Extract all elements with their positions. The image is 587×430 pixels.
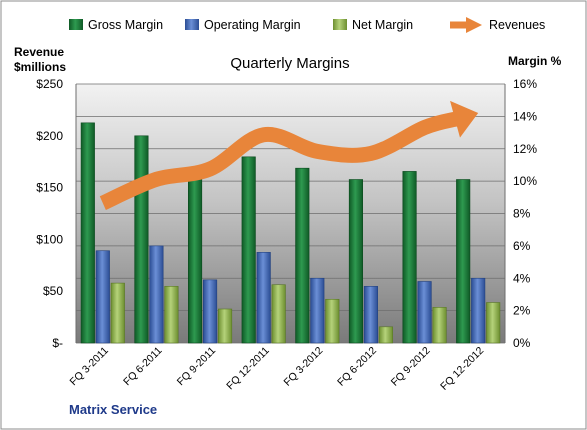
bar-gross-margin-fq-9-2011 [188, 169, 203, 344]
legend-swatch-operating-margin [185, 19, 199, 30]
bar-operating-margin-fq-3-2011 [95, 250, 110, 344]
left-tick-label: $100 [36, 232, 63, 246]
bar-operating-margin-fq-12-2012 [471, 277, 486, 344]
right-tick-label: 0% [513, 336, 531, 350]
bar-operating-margin-fq-6-2012 [363, 286, 378, 344]
left-tick-label: $250 [36, 77, 63, 91]
bar-net-margin-fq-9-2012 [432, 307, 447, 344]
bar-operating-margin-fq-9-2011 [203, 279, 218, 344]
chart-title: Quarterly Margins [230, 55, 349, 72]
right-tick-label: 16% [513, 77, 537, 91]
bar-operating-margin-fq-3-2012 [310, 277, 325, 344]
legend-swatch-gross-margin [69, 19, 83, 30]
legend-item-gross-margin: Gross Margin [69, 18, 163, 32]
legend-label-net-margin: Net Margin [352, 18, 413, 32]
bar-net-margin-fq-12-2011 [271, 284, 286, 344]
right-tick-label: 10% [513, 174, 537, 188]
legend-item-net-margin: Net Margin [333, 18, 413, 32]
bar-gross-margin-fq-6-2012 [348, 179, 363, 344]
bar-net-margin-fq-6-2011 [164, 286, 179, 344]
legend: Gross Margin Operating Margin Net Margin… [69, 17, 545, 33]
legend-item-revenues: Revenues [450, 17, 545, 33]
right-tick-label: 2% [513, 304, 531, 318]
right-tick-label: 12% [513, 142, 537, 156]
company-name: Matrix Service [69, 402, 157, 417]
bar-net-margin-fq-12-2012 [486, 302, 501, 344]
legend-item-operating-margin: Operating Margin [185, 18, 301, 32]
legend-label-gross-margin: Gross Margin [88, 18, 163, 32]
bar-operating-margin-fq-12-2011 [256, 252, 271, 344]
legend-label-operating-margin: Operating Margin [204, 18, 301, 32]
revenue-line [99, 100, 479, 210]
bar-net-margin-fq-9-2011 [218, 308, 233, 344]
bar-net-margin-fq-3-2012 [325, 298, 340, 344]
left-axis-ticks: $250 $200 $150 $100 $50 $- [36, 77, 63, 350]
left-tick-label: $200 [36, 129, 63, 143]
legend-label-revenues: Revenues [489, 18, 545, 32]
right-tick-label: 14% [513, 109, 537, 123]
left-axis-title-line2: $millions [14, 60, 66, 74]
right-axis-ticks: 16% 14% 12% 10% 8% 6% 4% 2% 0% [513, 77, 537, 350]
left-tick-label: $50 [43, 284, 63, 298]
bar-gross-margin-fq-3-2012 [295, 167, 310, 344]
bar-operating-margin-fq-9-2012 [417, 281, 432, 344]
legend-arrow-revenues [466, 17, 482, 33]
right-axis-title: Margin % [508, 54, 562, 68]
bar-gross-margin-fq-9-2012 [402, 171, 417, 344]
legend-swatch-net-margin [333, 19, 347, 30]
revenues-arrowhead [450, 100, 479, 138]
right-tick-label: 8% [513, 207, 531, 221]
bar-gross-margin-fq-6-2011 [134, 135, 149, 344]
left-tick-label: $- [52, 336, 63, 350]
right-tick-label: 4% [513, 271, 531, 285]
bar-net-margin-fq-6-2012 [378, 326, 393, 344]
left-tick-label: $150 [36, 181, 63, 195]
bar-net-margin-fq-3-2011 [110, 282, 125, 344]
bar-gross-margin-fq-12-2012 [456, 179, 471, 344]
revenues-line [99, 111, 459, 210]
left-axis-title-line1: Revenue [14, 45, 64, 59]
right-tick-label: 6% [513, 239, 531, 253]
bar-gross-margin-fq-3-2011 [80, 122, 95, 344]
bar-gross-margin-fq-12-2011 [241, 156, 256, 344]
bar-operating-margin-fq-6-2011 [149, 245, 164, 344]
